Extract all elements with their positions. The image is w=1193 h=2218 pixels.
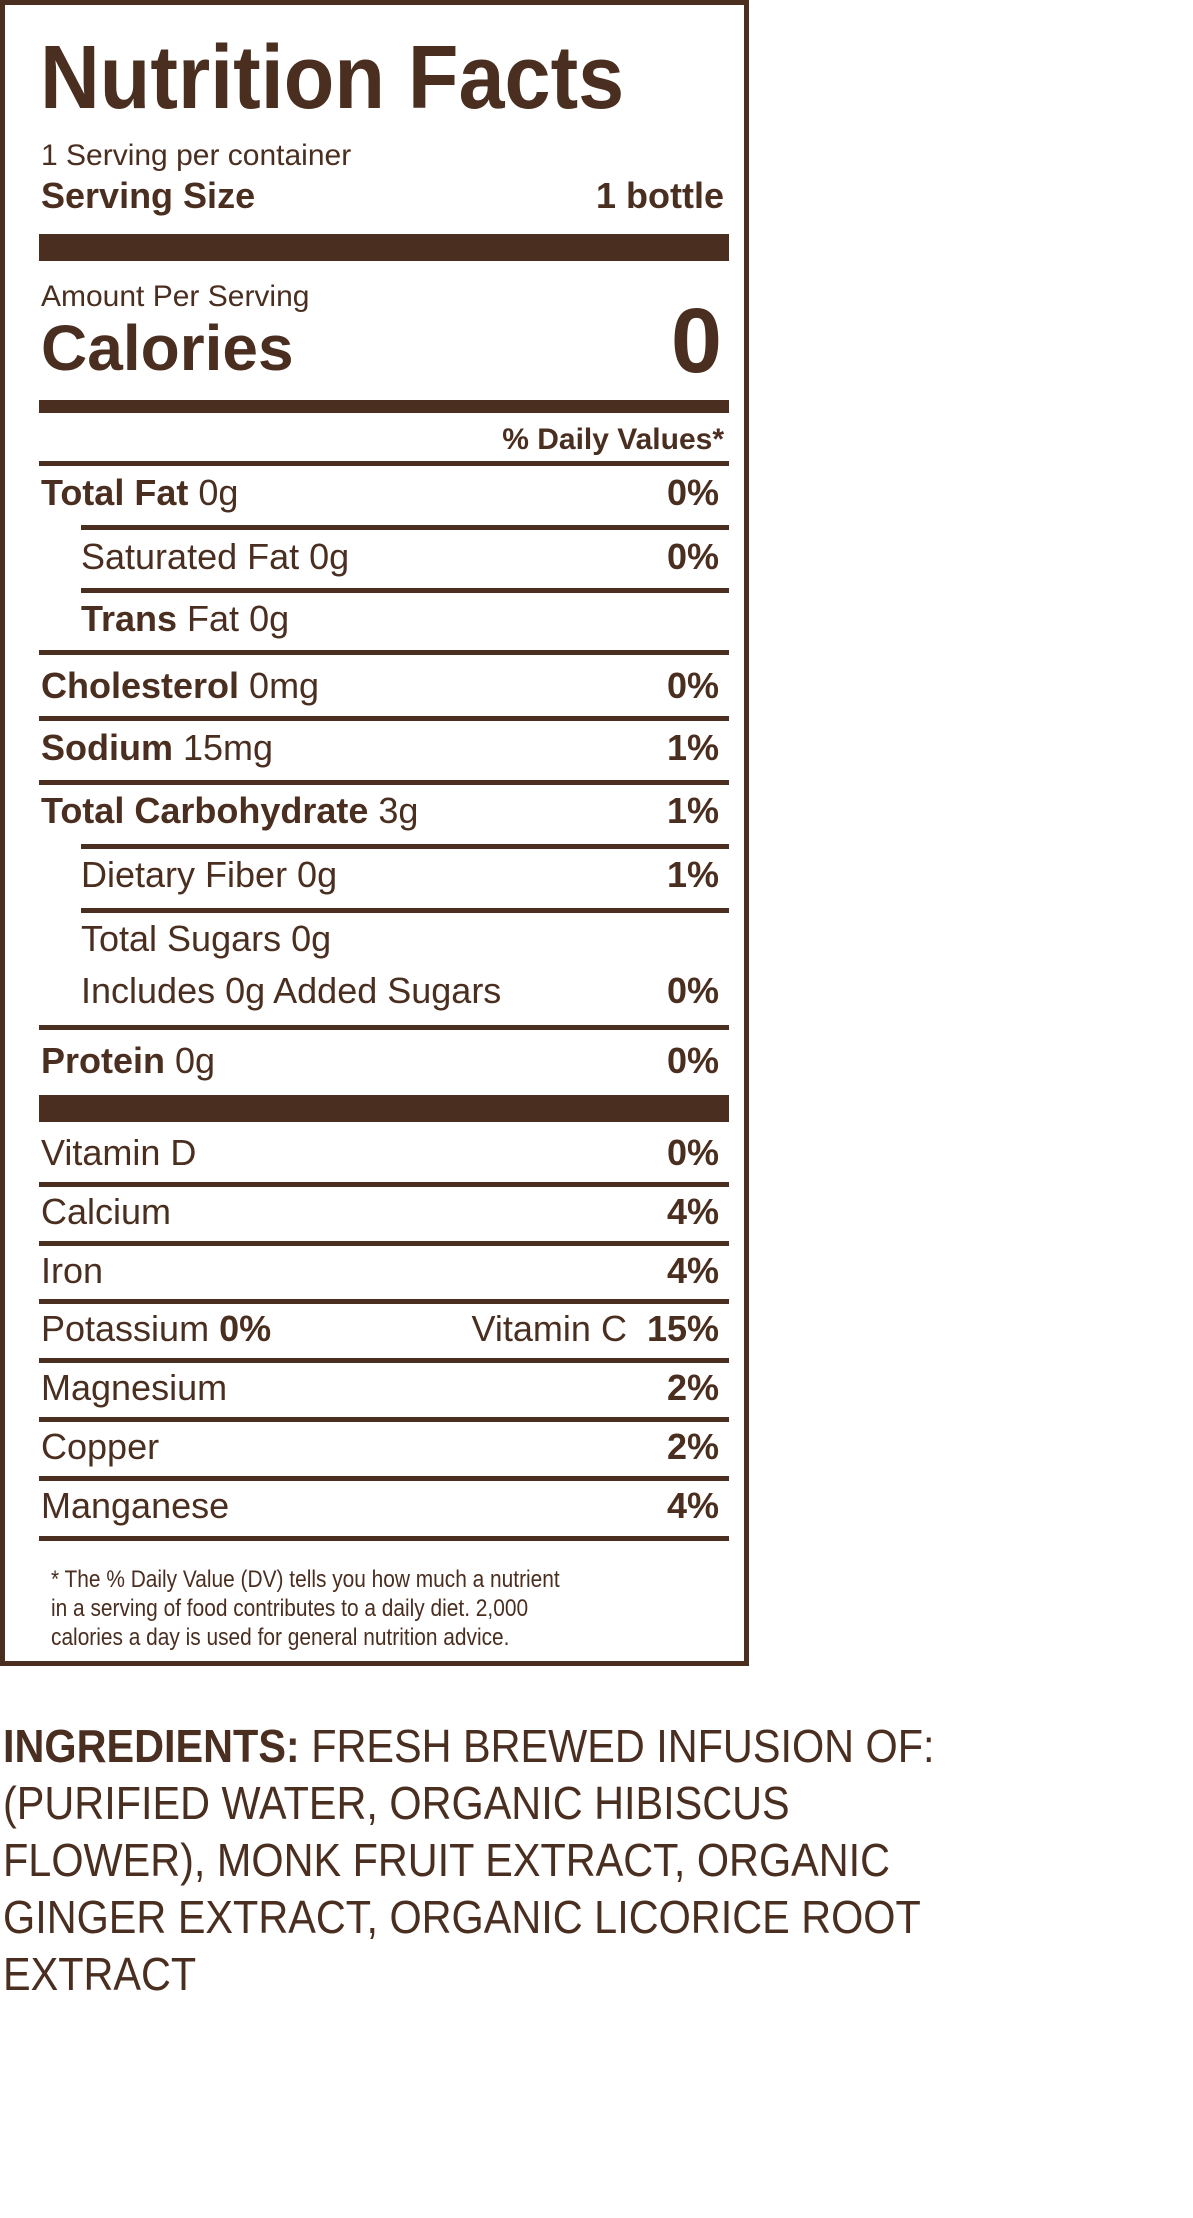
iron-dv: 4% <box>666 1250 719 1291</box>
nutrient-row-trans-fat: Trans Fat 0g <box>36 599 726 639</box>
thick-divider-top <box>39 234 729 261</box>
manganese-dv: 4% <box>666 1485 719 1526</box>
cholesterol-name: Cholesterol <box>41 665 240 706</box>
amount-per-serving-label: Amount Per Serving <box>41 280 310 313</box>
copper-name: Copper <box>41 1426 160 1467</box>
vitamin-row-potassium-vitamin-c: Potassium 0% Vitamin C 15% <box>36 1309 726 1349</box>
vitamin-row-vitamin-d: Vitamin D 0% <box>36 1133 726 1173</box>
vitamin-row-magnesium: Magnesium 2% <box>36 1368 726 1408</box>
footnote-line: in a serving of food contributes to a da… <box>51 1595 529 1622</box>
calories-value: 0 <box>670 290 722 392</box>
protein-amount: 0g <box>165 1040 216 1081</box>
serving-size-row: Serving Size 1 bottle <box>41 176 724 216</box>
vitamin-d-name: Vitamin D <box>41 1132 197 1173</box>
added-sugars-dv: 0% <box>666 970 719 1011</box>
total-sugars-name: Total Sugars 0g <box>81 918 332 959</box>
sodium-amount: 15mg <box>173 727 274 768</box>
nutrient-row-saturated-fat: Saturated Fat 0g 0% <box>36 537 726 577</box>
protein-name: Protein <box>41 1040 166 1081</box>
divider <box>39 716 729 721</box>
ingredients-line: (PURIFIED WATER, ORGANIC HIBISCUS <box>3 1777 790 1829</box>
potassium-dv: 0% <box>219 1308 272 1349</box>
nutrient-row-sodium: Sodium 15mg 1% <box>36 728 726 768</box>
divider <box>81 908 729 913</box>
daily-values-header: % Daily Values* <box>502 423 724 456</box>
thick-divider-vitamins <box>39 1095 729 1122</box>
saturated-fat-dv: 0% <box>666 536 719 577</box>
ingredients-statement: INGREDIENTS: FRESH BREWED INFUSION OF: (… <box>3 1718 935 2003</box>
divider <box>81 588 729 593</box>
nutrient-row-protein: Protein 0g 0% <box>36 1041 726 1081</box>
protein-dv: 0% <box>666 1040 719 1081</box>
magnesium-dv: 2% <box>666 1367 719 1408</box>
total-carbohydrate-amount: 3g <box>368 790 419 831</box>
divider <box>39 650 729 655</box>
sodium-name: Sodium <box>41 727 173 768</box>
magnesium-name: Magnesium <box>41 1367 228 1408</box>
copper-dv: 2% <box>666 1426 719 1467</box>
divider <box>39 1358 729 1363</box>
added-sugars-name: Includes 0g Added Sugars <box>81 970 502 1011</box>
serving-size-value: 1 bottle <box>595 175 724 216</box>
nutrition-facts-panel: Nutrition Facts 1 Serving per container … <box>0 0 749 1666</box>
divider <box>39 780 729 785</box>
divider <box>39 1299 729 1304</box>
potassium-name: Potassium <box>41 1308 210 1349</box>
nutrient-row-cholesterol: Cholesterol 0mg 0% <box>36 666 726 706</box>
cholesterol-amount: 0mg <box>239 665 320 706</box>
serving-size-label: Serving Size <box>41 175 256 216</box>
footnote-line: * The % Daily Value (DV) tells you how m… <box>51 1566 560 1593</box>
sodium-dv: 1% <box>666 727 719 768</box>
divider <box>39 1536 729 1541</box>
nutrient-row-total-sugars: Total Sugars 0g <box>36 919 726 959</box>
total-carbohydrate-dv: 1% <box>666 790 719 831</box>
nutrition-facts-title: Nutrition Facts <box>40 28 625 128</box>
manganese-name: Manganese <box>41 1485 230 1526</box>
divider <box>39 1025 729 1030</box>
divider <box>39 1182 729 1187</box>
medium-divider <box>39 400 729 413</box>
nutrient-row-dietary-fiber: Dietary Fiber 0g 1% <box>36 855 726 895</box>
footnote-line: calories a day is used for general nutri… <box>51 1624 510 1651</box>
trans-fat-name: Trans <box>81 598 178 639</box>
vitamin-d-dv: 0% <box>666 1132 719 1173</box>
calories-label: Calories <box>41 312 294 384</box>
divider <box>81 525 729 530</box>
trans-fat-amount: Fat 0g <box>177 598 290 639</box>
vitamin-row-iron: Iron 4% <box>36 1251 726 1291</box>
servings-per-container: 1 Serving per container <box>41 139 352 172</box>
nutrient-row-total-carbohydrate: Total Carbohydrate 3g 1% <box>36 791 726 831</box>
divider <box>39 461 729 466</box>
ingredients-line: GINGER EXTRACT, ORGANIC LICORICE ROOT <box>3 1891 921 1943</box>
ingredients-line: FRESH BREWED INFUSION OF: <box>299 1720 935 1772</box>
ingredients-label: INGREDIENTS: <box>3 1720 300 1772</box>
total-fat-dv: 0% <box>666 472 719 513</box>
divider <box>39 1476 729 1481</box>
vitamin-c-dv: 15% <box>646 1308 719 1349</box>
calcium-name: Calcium <box>41 1191 172 1232</box>
iron-name: Iron <box>41 1250 104 1291</box>
saturated-fat-name: Saturated Fat 0g <box>81 536 350 577</box>
total-carbohydrate-name: Total Carbohydrate <box>41 790 369 831</box>
calcium-dv: 4% <box>666 1191 719 1232</box>
vitamin-row-copper: Copper 2% <box>36 1427 726 1467</box>
cholesterol-dv: 0% <box>666 665 719 706</box>
total-fat-name: Total Fat <box>41 472 189 513</box>
dietary-fiber-name: Dietary Fiber 0g <box>81 854 338 895</box>
divider <box>39 1241 729 1246</box>
ingredients-line: EXTRACT <box>3 1948 197 2000</box>
vitamin-c-name: Vitamin C <box>471 1308 627 1349</box>
divider <box>81 844 729 849</box>
nutrient-row-total-fat: Total Fat 0g 0% <box>36 473 726 513</box>
ingredients-line: FLOWER), MONK FRUIT EXTRACT, ORGANIC <box>3 1834 891 1886</box>
divider <box>39 1417 729 1422</box>
vitamin-row-manganese: Manganese 4% <box>36 1486 726 1526</box>
dietary-fiber-dv: 1% <box>666 854 719 895</box>
daily-value-footnote: * The % Daily Value (DV) tells you how m… <box>51 1565 590 1652</box>
total-fat-amount: 0g <box>188 472 239 513</box>
nutrient-row-added-sugars: Includes 0g Added Sugars 0% <box>36 971 726 1011</box>
vitamin-row-calcium: Calcium 4% <box>36 1192 726 1232</box>
